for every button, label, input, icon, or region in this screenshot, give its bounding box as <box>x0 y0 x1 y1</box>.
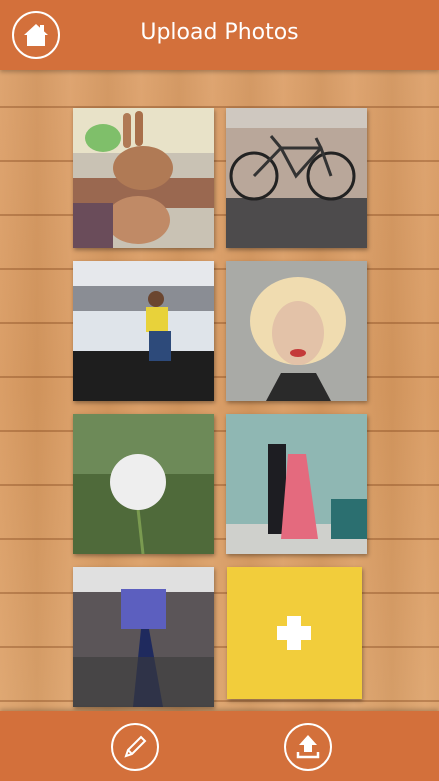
photo-dandelion[interactable] <box>73 414 214 554</box>
home-button[interactable] <box>12 11 60 59</box>
pencil-icon <box>124 735 147 758</box>
photo-man-fountain[interactable] <box>73 261 214 401</box>
home-icon <box>24 24 48 46</box>
header-bar: Upload Photos <box>0 0 439 70</box>
photo-portrait[interactable] <box>226 261 367 401</box>
photo-rabbits[interactable] <box>73 108 214 248</box>
edit-button[interactable] <box>111 723 159 771</box>
footer-bar <box>0 711 439 781</box>
upload-button[interactable] <box>284 723 332 771</box>
add-photo-button[interactable] <box>227 567 362 699</box>
plus-icon <box>277 616 311 650</box>
photo-hall[interactable] <box>73 567 214 707</box>
upload-icon <box>296 735 320 759</box>
photo-couple[interactable] <box>226 414 367 554</box>
photo-bicycle[interactable] <box>226 108 367 248</box>
screen-title: Upload Photos <box>140 20 299 45</box>
